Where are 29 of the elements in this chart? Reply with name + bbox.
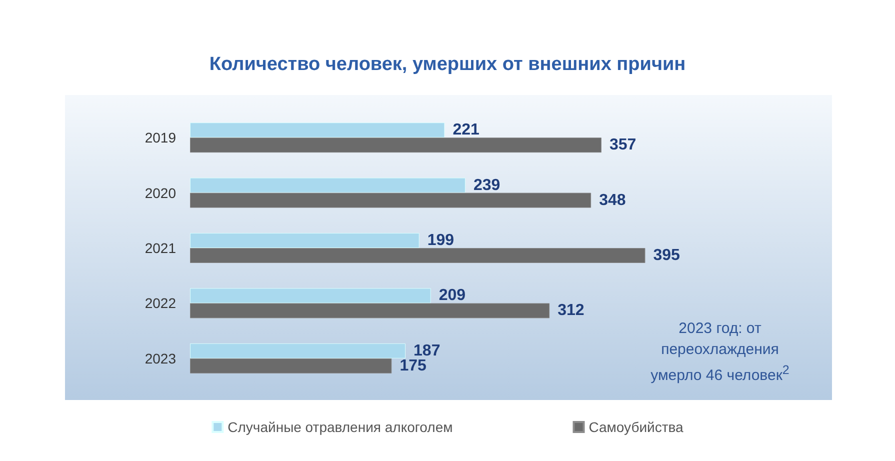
- y-tick-label: 2019: [144, 130, 176, 146]
- bar: [190, 233, 420, 248]
- chart-title: Количество человек, умерших от внешних причин: [209, 54, 686, 75]
- bar: [190, 138, 602, 153]
- legend-label: Самоубийства: [588, 419, 684, 435]
- y-tick-label: 2021: [144, 240, 176, 256]
- data-label: 221: [452, 122, 480, 139]
- y-tick-label: 2020: [144, 184, 176, 201]
- bar: [190, 303, 550, 318]
- y-tick-label: 2023: [144, 350, 176, 366]
- bar: [190, 192, 592, 208]
- bar: [190, 248, 646, 263]
- data-label: 312: [558, 302, 584, 320]
- bar: [190, 122, 445, 138]
- bar: [190, 178, 466, 193]
- data-label: 187: [414, 342, 440, 360]
- data-label: 175: [400, 357, 426, 374]
- legend-label: Случайные отравления алкоголем: [228, 419, 453, 435]
- data-label: 209: [438, 287, 466, 304]
- bar: [190, 343, 406, 358]
- bar: [190, 288, 431, 304]
- bar: [190, 358, 392, 374]
- data-label: 395: [653, 247, 680, 264]
- text: 2023 год: от переохлаждения умерло 46 человек$^{2}$: [650, 319, 790, 386]
- y-tick-label: 2022: [144, 295, 176, 312]
- data-label: 239: [473, 176, 500, 194]
- data-label: 357: [609, 136, 636, 154]
- data-label: 348: [599, 192, 626, 209]
- data-label: 199: [427, 232, 454, 249]
